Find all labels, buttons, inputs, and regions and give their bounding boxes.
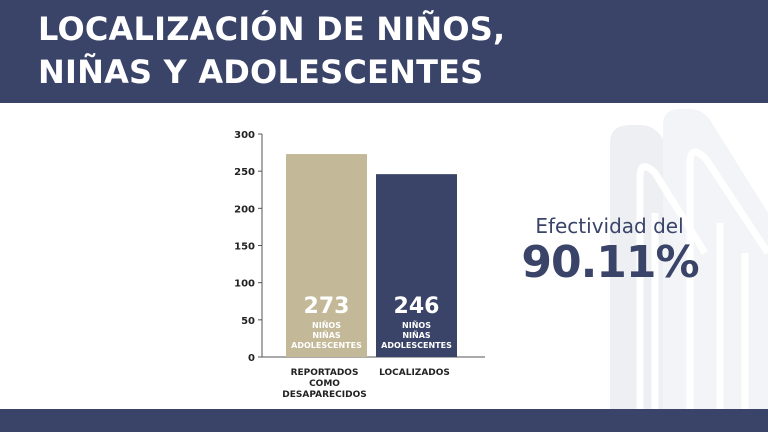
x-category-label: DESAPARECIDOS xyxy=(282,390,366,400)
bar-sublabel: NIÑOS xyxy=(402,320,431,330)
y-axis: 0 50 100 150 200 250 300 xyxy=(234,130,485,364)
effectiveness-value: 90.11% xyxy=(521,237,699,288)
y-tick-label: 300 xyxy=(234,130,255,141)
bars: 273NIÑOSNIÑASADOLESCENTES246NIÑOSNIÑASAD… xyxy=(286,154,457,357)
bar-value-label: 246 xyxy=(394,294,440,319)
bar-sublabel: NIÑAS xyxy=(312,330,341,340)
decorative-stripes-graphic xyxy=(610,109,768,409)
y-tick-label: 250 xyxy=(234,167,255,178)
header-banner: LOCALIZACIÓN DE NIÑOS, NIÑAS Y ADOLESCEN… xyxy=(0,0,768,103)
bar-sublabel: ADOLESCENTES xyxy=(291,341,362,350)
x-category-label: COMO xyxy=(309,379,340,389)
bar-sublabel: ADOLESCENTES xyxy=(381,341,452,350)
x-category-label: LOCALIZADOS xyxy=(379,368,450,378)
bar-value-label: 273 xyxy=(304,294,350,319)
bar xyxy=(376,174,457,357)
y-tick-label: 0 xyxy=(248,353,255,364)
y-tick-label: 200 xyxy=(234,204,255,215)
bar xyxy=(286,154,367,357)
x-category-label: REPORTADOS xyxy=(291,368,359,378)
bar-sublabel: NIÑOS xyxy=(312,320,341,330)
y-tick-label: 100 xyxy=(234,279,255,290)
y-tick-label: 150 xyxy=(234,242,255,253)
effectiveness-label: Efectividad del xyxy=(535,214,684,238)
y-tick-label: 50 xyxy=(241,316,255,327)
footer-bar xyxy=(0,409,768,432)
bar-sublabel: NIÑAS xyxy=(402,330,431,340)
page-title: LOCALIZACIÓN DE NIÑOS, NIÑAS Y ADOLESCEN… xyxy=(38,10,506,91)
